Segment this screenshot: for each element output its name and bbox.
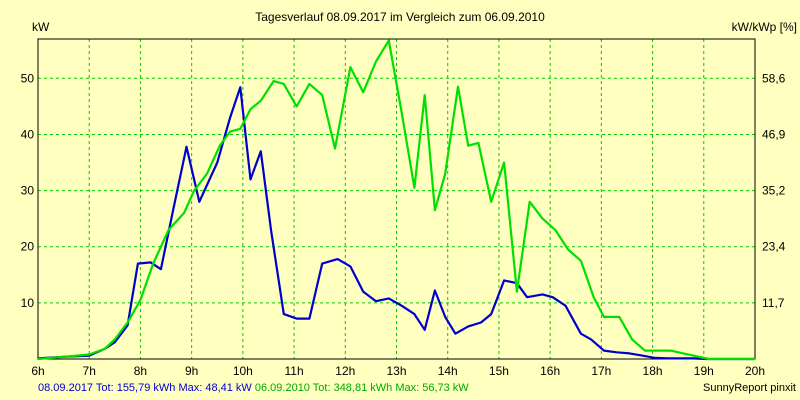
x-tick-label: 7h [83, 364, 96, 378]
series-line-2 [37, 39, 755, 361]
plot-frame [37, 38, 756, 360]
x-tick-label: 12h [335, 364, 355, 378]
x-tick-label: 13h [386, 364, 406, 378]
y-left-tick-label: 40 [21, 127, 35, 141]
x-tick-label: 18h [643, 364, 663, 378]
chart-title: Tagesverlauf 08.09.2017 im Vergleich zum… [255, 10, 545, 24]
grid-lines [38, 39, 755, 359]
left-axis-unit: kW [32, 20, 50, 34]
series-line-1 [37, 86, 755, 361]
x-tick-label: 16h [540, 364, 560, 378]
x-tick-label: 6h [31, 364, 44, 378]
tick-labels: 6h 7h 8h 9h 10h 11h 12h 13h 14h 15h 16h 17h 18h 19h 20… [21, 71, 786, 378]
x-tick-label: 9h [185, 364, 198, 378]
credit-label: SunnyReport pinxit [703, 382, 796, 394]
x-tick-label: 11h [285, 364, 304, 378]
y-left-tick-label: 20 [21, 240, 35, 254]
y-left-tick-label: 10 [21, 296, 35, 310]
series2-stats: 06.09.2010 Tot: 348,81 kWh Max: 56,73 kW [254, 382, 469, 394]
y-right-tick-label: 46,9 [762, 127, 786, 141]
x-tick-label: 14h [438, 364, 458, 378]
right-axis-unit: kW/kWp [%] [732, 20, 797, 34]
y-right-tick-label: 11,7 [762, 296, 785, 310]
y-right-tick-label: 58,6 [762, 71, 786, 85]
y-left-tick-label: 50 [21, 71, 35, 85]
footer-stats: 08.09.2017 Tot: 155,79 kWh Max: 48,41 kW… [38, 382, 469, 395]
x-tick-label: 8h [134, 364, 147, 378]
x-tick-label: 10h [233, 364, 253, 378]
x-tick-label: 17h [591, 364, 611, 378]
y-right-tick-label: 23,4 [762, 240, 786, 254]
x-tick-label: 19h [694, 364, 714, 378]
y-left-tick-label: 30 [21, 184, 35, 198]
x-tick-label: 15h [489, 364, 509, 378]
x-tick-label: 20h [745, 364, 765, 378]
y-right-tick-label: 35,2 [762, 184, 786, 198]
series-layer [37, 39, 755, 361]
series1-stats: 08.09.2017 Tot: 155,79 kWh Max: 48,41 kW [38, 382, 252, 394]
